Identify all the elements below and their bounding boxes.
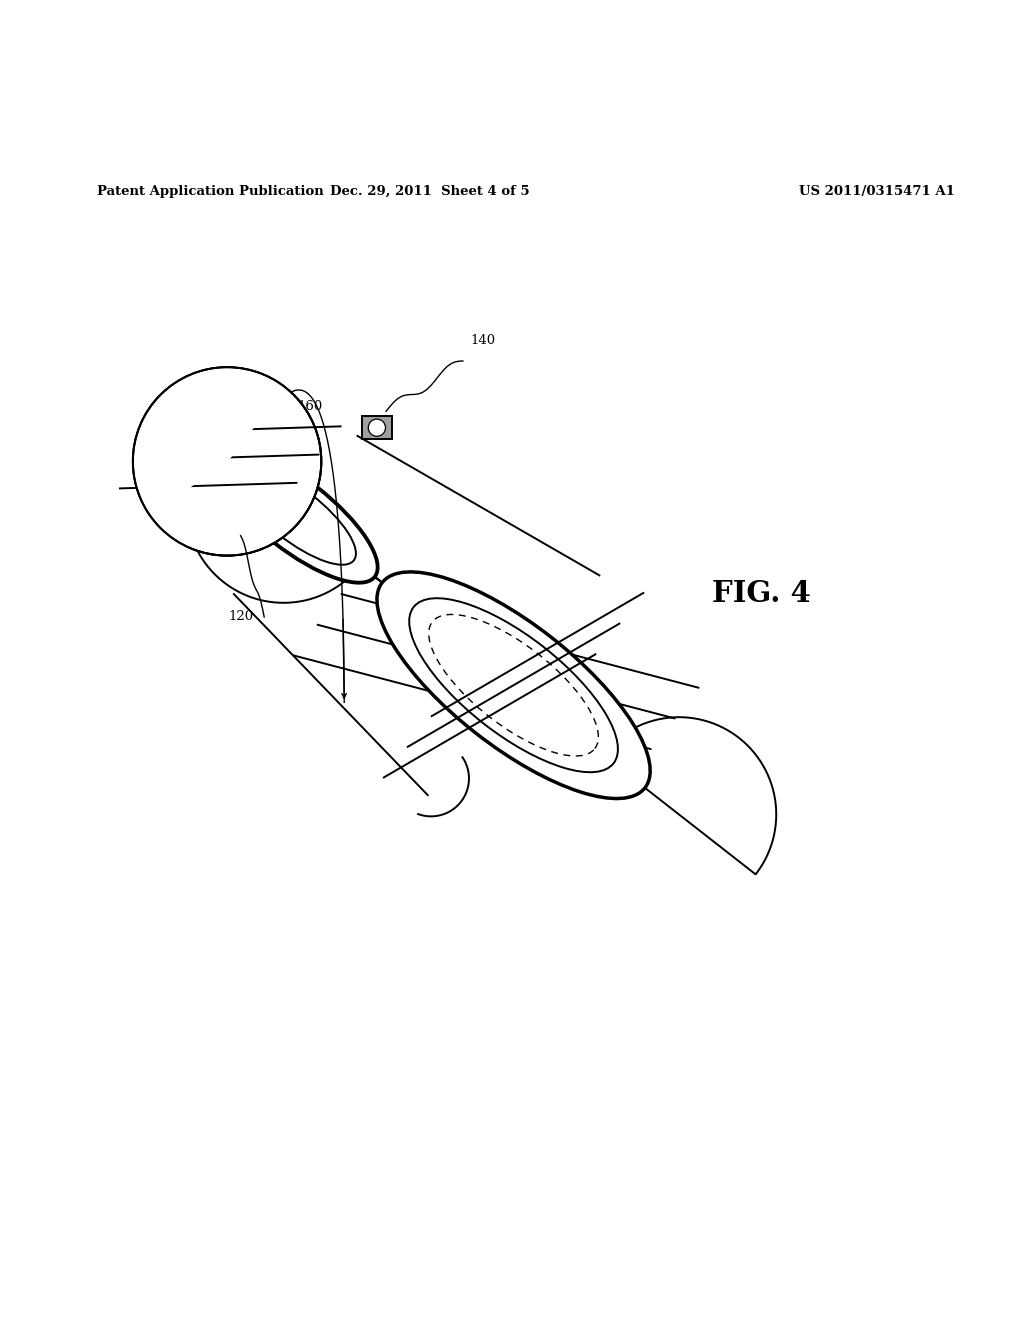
FancyBboxPatch shape xyxy=(361,416,392,440)
Text: 160: 160 xyxy=(297,400,323,413)
Polygon shape xyxy=(418,758,469,816)
Polygon shape xyxy=(186,446,776,874)
Text: US 2011/0315471 A1: US 2011/0315471 A1 xyxy=(799,185,954,198)
Ellipse shape xyxy=(214,447,378,582)
Circle shape xyxy=(369,418,385,437)
Polygon shape xyxy=(133,367,285,515)
Text: Dec. 29, 2011  Sheet 4 of 5: Dec. 29, 2011 Sheet 4 of 5 xyxy=(331,185,529,198)
Text: 120: 120 xyxy=(228,610,254,623)
Circle shape xyxy=(133,367,322,556)
Ellipse shape xyxy=(410,598,617,772)
Ellipse shape xyxy=(377,572,650,799)
Ellipse shape xyxy=(236,465,356,565)
Text: FIG. 4: FIG. 4 xyxy=(712,579,811,609)
Text: 140: 140 xyxy=(470,334,496,347)
Ellipse shape xyxy=(135,371,319,552)
Text: Patent Application Publication: Patent Application Publication xyxy=(97,185,324,198)
